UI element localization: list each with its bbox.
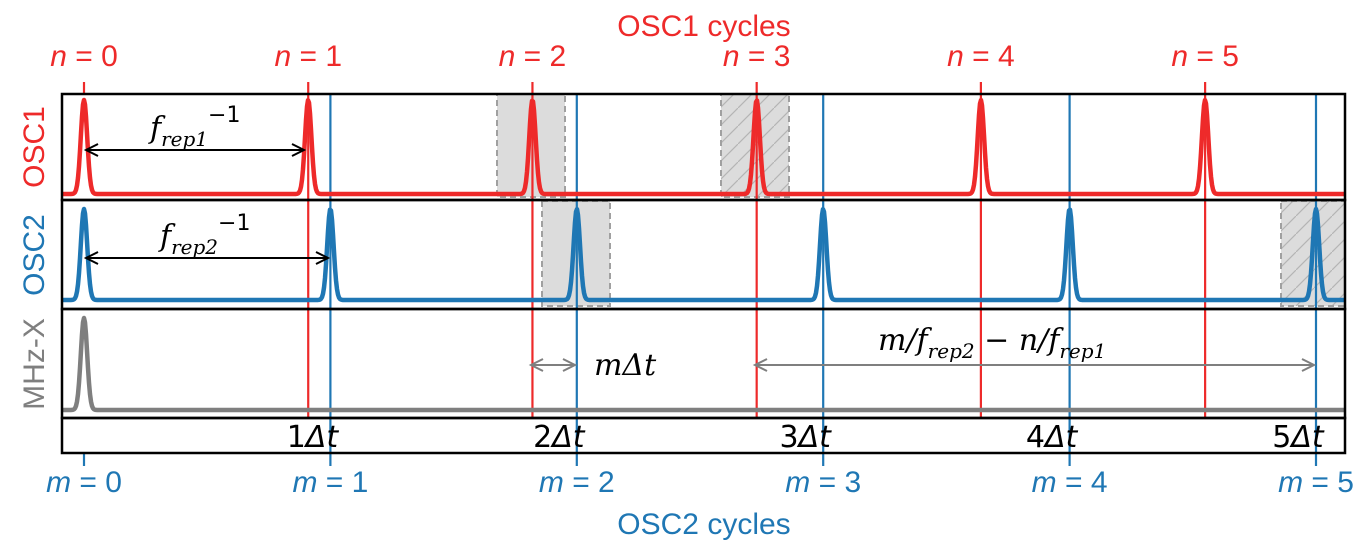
delta-label: 4Δt	[1026, 420, 1079, 455]
pulse-traces	[60, 97, 1347, 413]
n-tick-label: n = 0	[50, 40, 118, 73]
delta-panel	[60, 416, 1347, 455]
n-tick-label: n = 4	[947, 40, 1015, 73]
osc2-pulse-train	[60, 206, 1347, 303]
row-label-osc1: OSC1	[18, 106, 51, 188]
cycle-lines	[82, 82, 1318, 466]
frep1-arrow-head-right	[291, 143, 307, 157]
osc1-pulse-train	[60, 97, 1347, 197]
n-tick-label: n = 3	[723, 40, 791, 73]
n-tick-labels: n = 0 n = 1 n = 2 n = 3 n = 4 n = 5	[50, 40, 1239, 73]
n-tick-label: n = 1	[274, 40, 342, 73]
m-tick-label: m = 1	[292, 466, 368, 499]
m-tick-labels: m = 0 m = 1 m = 2 m = 3 m = 4 m = 5	[46, 466, 1354, 499]
arrows	[83, 143, 1317, 372]
frep2-arrow-head-left	[83, 251, 99, 265]
m-delta-arrow-head-left	[528, 358, 544, 372]
m-tick-label: m = 2	[539, 466, 615, 499]
m-delta-arrow-head-right	[562, 358, 578, 372]
bottom-axis-title: OSC2 cycles	[617, 508, 790, 541]
m-delta-label: mΔt	[594, 348, 657, 383]
frep2-label: frep2−1	[158, 211, 250, 259]
m-tick-label: m = 3	[785, 466, 861, 499]
long-delay-arrow-head-right	[1301, 358, 1317, 372]
delta-label: 5Δt	[1272, 420, 1325, 455]
delta-label: 3Δt	[780, 420, 833, 455]
delta-label: 1Δt	[287, 420, 340, 455]
xcorr-pulse	[60, 315, 1347, 413]
n-tick-label: n = 5	[1171, 40, 1239, 73]
frep1-arrow-head-left	[83, 143, 99, 157]
top-axis-title: OSC1 cycles	[617, 10, 790, 43]
osc1-panel	[60, 92, 1347, 202]
long-delay-arrow-head-left	[752, 358, 768, 372]
n-tick-label: n = 2	[499, 40, 567, 73]
m-tick-label: m = 5	[1278, 466, 1354, 499]
row-label-osc2: OSC2	[18, 214, 51, 296]
xcorr-panel	[60, 307, 1347, 420]
row-frames	[60, 92, 1347, 455]
row-label-xcorr: MHz-X	[18, 318, 51, 410]
m-tick-label: m = 0	[46, 466, 122, 499]
long-delay-label: m/frep2 − n/frep1	[878, 323, 1106, 363]
delta-labels: 1Δt 2Δt 3Δt 4Δt 5Δt	[287, 420, 1325, 455]
delta-label: 2Δt	[533, 420, 586, 455]
m-tick-label: m = 4	[1032, 466, 1108, 499]
osc2-panel	[60, 198, 1347, 311]
frep1-label: frep1−1	[148, 103, 240, 151]
frep2-arrow-head-right	[315, 251, 331, 265]
